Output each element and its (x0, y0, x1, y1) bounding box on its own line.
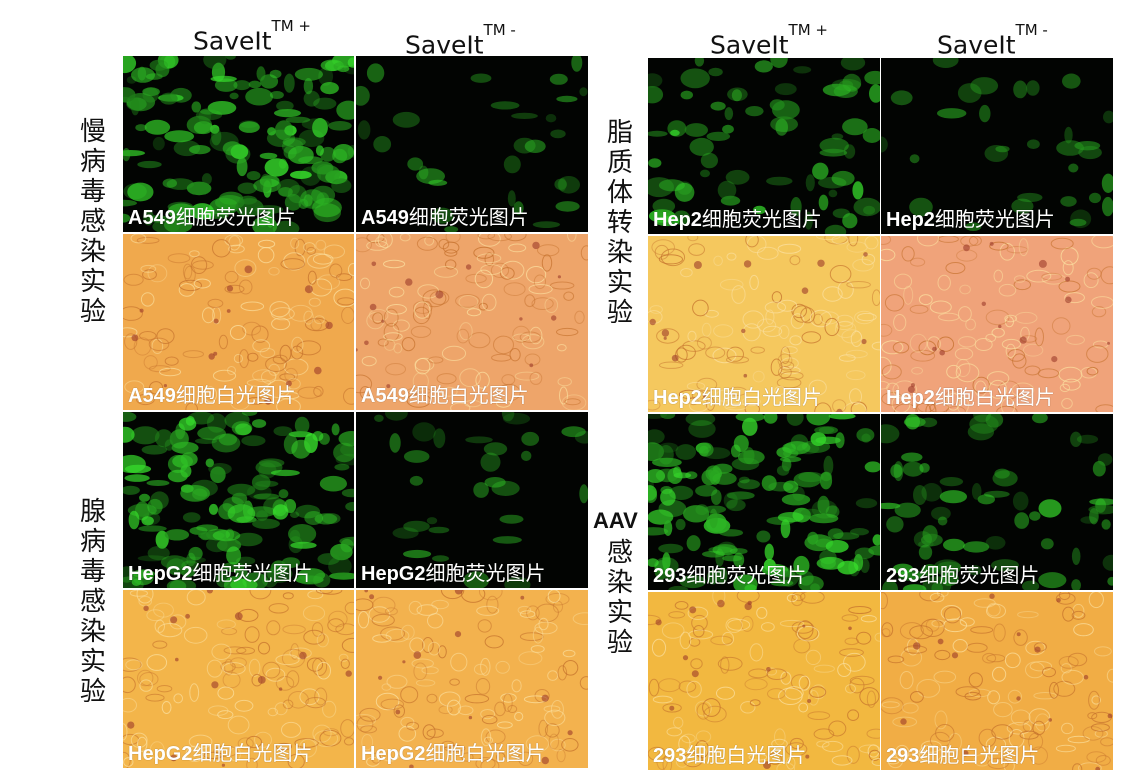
fluorescence-micrograph (648, 414, 880, 590)
panel-hep2-fluor-minus: Hep2细胞荧光图片 (881, 58, 1113, 234)
brightfield-micrograph (123, 590, 354, 768)
panel-a549-fluor-plus: A549细胞荧光图片 (123, 56, 354, 232)
panel-293-bright-minus: 293细胞白光图片 (881, 592, 1113, 770)
caption: A549细胞荧光图片 (128, 205, 296, 229)
caption: Hep2细胞荧光图片 (886, 207, 1055, 231)
caption: HepG2细胞荧光图片 (128, 561, 313, 585)
caption: 293细胞白光图片 (886, 743, 1040, 767)
fluorescence-micrograph (356, 412, 588, 588)
caption: 293细胞荧光图片 (886, 563, 1040, 587)
panel-hepg2-fluor-plus: HepG2细胞荧光图片 (123, 412, 354, 588)
header-saveit-minus-left: SaveItTM - (405, 21, 516, 60)
brightfield-micrograph (648, 236, 880, 412)
panel-a549-bright-plus: A549细胞白光图片 (123, 234, 354, 410)
panel-hepg2-fluor-minus: HepG2细胞荧光图片 (356, 412, 588, 588)
fluorescence-micrograph (881, 414, 1113, 590)
caption: Hep2细胞白光图片 (886, 385, 1055, 409)
brightfield-micrograph (356, 234, 588, 410)
panel-293-bright-plus: 293细胞白光图片 (648, 592, 880, 770)
fluorescence-micrograph (648, 58, 880, 234)
caption: Hep2细胞白光图片 (653, 385, 822, 409)
panel-293-fluor-plus: 293细胞荧光图片 (648, 414, 880, 590)
brightfield-micrograph (881, 592, 1113, 770)
caption: 293细胞荧光图片 (653, 563, 807, 587)
brightfield-micrograph (356, 590, 588, 768)
fluorescence-micrograph (881, 58, 1113, 234)
header-saveit-plus-left: SaveItTM + (193, 17, 311, 56)
panel-a549-bright-minus: A549细胞白光图片 (356, 234, 588, 410)
caption: HepG2细胞白光图片 (361, 741, 546, 765)
caption: 293细胞白光图片 (653, 743, 807, 767)
caption: A549细胞荧光图片 (361, 205, 529, 229)
brightfield-micrograph (648, 592, 880, 770)
fluorescence-micrograph (123, 412, 354, 588)
header-saveit-minus-right: SaveItTM - (937, 21, 1048, 60)
panel-hep2-fluor-plus: Hep2细胞荧光图片 (648, 58, 880, 234)
caption: A549细胞白光图片 (128, 383, 296, 407)
brightfield-micrograph (123, 234, 354, 410)
caption: HepG2细胞荧光图片 (361, 561, 546, 585)
caption: HepG2细胞白光图片 (128, 741, 313, 765)
fluorescence-micrograph (356, 56, 588, 232)
label-lentivirus-infection: 慢病毒感染实验 (79, 117, 106, 327)
header-saveit-plus-right: SaveItTM + (710, 21, 828, 60)
brightfield-micrograph (881, 236, 1113, 412)
caption: Hep2细胞荧光图片 (653, 207, 822, 231)
label-aav-infection: 感染实验 (606, 538, 633, 658)
fluorescence-micrograph (123, 56, 354, 232)
panel-a549-fluor-minus: A549细胞荧光图片 (356, 56, 588, 232)
label-liposome-transfection: 脂质体转染实验 (606, 118, 633, 328)
panel-hepg2-bright-minus: HepG2细胞白光图片 (356, 590, 588, 768)
panel-hep2-bright-plus: Hep2细胞白光图片 (648, 236, 880, 412)
panel-hep2-bright-minus: Hep2细胞白光图片 (881, 236, 1113, 412)
panel-hepg2-bright-plus: HepG2细胞白光图片 (123, 590, 354, 768)
panel-293-fluor-minus: 293细胞荧光图片 (881, 414, 1113, 590)
label-adenovirus-infection: 腺病毒感染实验 (79, 497, 106, 707)
caption: A549细胞白光图片 (361, 383, 529, 407)
label-aav-prefix: AAV (593, 508, 638, 533)
